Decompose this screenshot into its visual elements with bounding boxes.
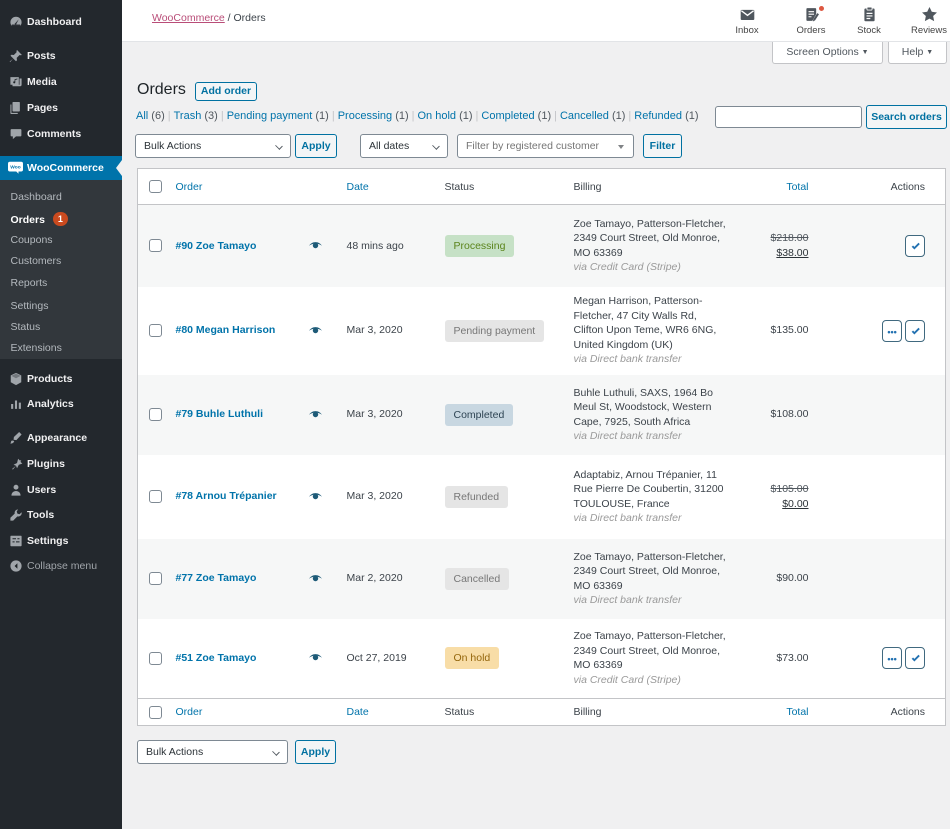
svg-text:Woo: Woo	[10, 165, 20, 171]
